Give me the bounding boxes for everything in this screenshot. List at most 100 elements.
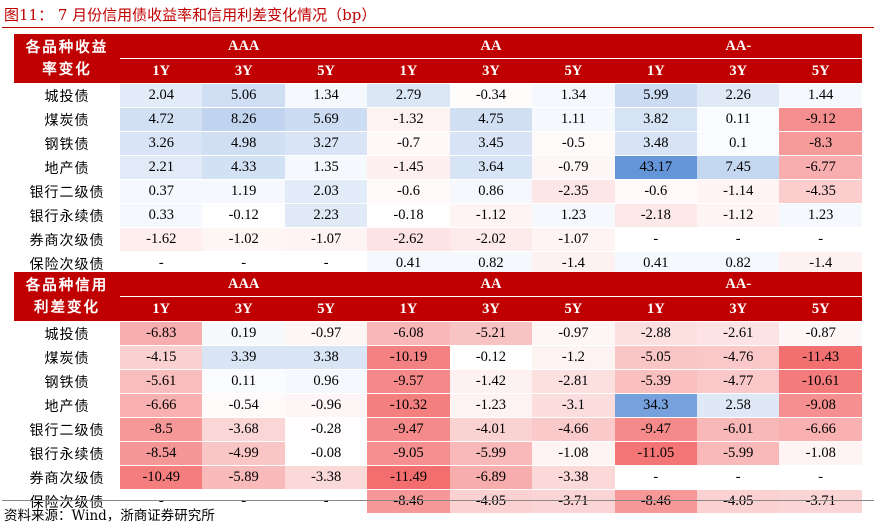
value-cell: 1.23 [532,203,615,228]
value-cell: 0.1 [697,131,780,156]
value-cell: -2.88 [614,321,698,346]
value-cell: 1.23 [779,203,862,228]
header-row-tenors: 1Y 3Y 5Y 1Y 3Y 5Y 1Y 3Y 5Y [14,58,862,84]
table-row: 银行二级债 0.37 1.19 2.03 -0.6 0.86 -2.35 -0.6 -1.14-… [14,179,862,204]
rating-header: AA- [614,34,862,59]
row-label: 城投债 [14,321,121,346]
value-cell: -9.57 [367,369,450,394]
tenor-header: 3Y [449,296,533,322]
value-cell: -4.66 [532,417,615,442]
tenor-header: 3Y [202,296,285,322]
value-cell: -5.61 [120,369,203,394]
value-cell: -10.49 [120,465,203,490]
value-cell: 8.26 [202,107,285,132]
value-cell: -5.21 [449,321,533,346]
value-cell: -4.35 [779,179,862,204]
value-cell: -3.1 [532,393,615,418]
table-row: 地产债 -6.66 -0.54 -0.96 -10.32 -1.23 -3.1 34.3 2.5… [14,393,862,418]
row-label: 煤炭债 [14,107,121,132]
value-cell: -1.08 [532,441,615,466]
source-divider [2,500,874,501]
value-cell: 5.06 [202,83,285,108]
value-cell: -6.83 [120,321,203,346]
table-row: 城投债 -6.83 0.19 -0.97 -6.08 -5.21 -0.97 -2.88 -2.… [14,321,862,346]
value-cell: -8.46 [367,489,450,514]
value-cell: -0.12 [202,203,285,228]
header-row-tenors: 1Y 3Y 5Y 1Y 3Y 5Y 1Y 3Y 5Y [14,296,862,322]
value-cell: -3.68 [202,417,285,442]
value-cell: 4.33 [202,155,285,180]
value-cell: - [284,489,368,514]
table-row: 保险次级债 - - -0.41 0.82 -1.4 0.41 0.82 -1.4 [14,251,862,276]
value-cell: -5.89 [202,465,285,490]
table-row: 银行二级债 -8.5 -3.68 -0.28 -9.47 -4.01 -4.66 -9.47-… [14,417,862,442]
row-label: 钢铁债 [14,131,121,156]
tenor-header: 5Y [532,58,615,84]
value-cell: 4.75 [449,107,533,132]
value-cell: 4.98 [202,131,285,156]
value-cell: -4.99 [202,441,285,466]
value-cell: -6.08 [367,321,450,346]
value-cell: -0.97 [284,321,368,346]
tenor-header: 3Y [697,296,780,322]
value-cell: -1.07 [532,227,615,252]
value-cell: 3.38 [284,345,368,370]
figure-title: 图11： 7 月份信用债收益率和信用利差变化情况（bp） [4,6,377,24]
value-cell: - [614,465,698,490]
value-cell: - [779,465,862,490]
value-cell: 5.99 [614,83,698,108]
value-cell: - [202,251,285,276]
value-cell: -2.62 [367,227,450,252]
tenor-header: 5Y [779,296,862,322]
value-cell: -11.05 [614,441,698,466]
row-label: 券商次级债 [14,465,121,490]
value-cell: -9.47 [367,417,450,442]
tenor-header: 5Y [284,296,368,322]
value-cell: -0.87 [779,321,862,346]
value-cell: -1.2 [532,345,615,370]
value-cell: 0.41 [367,251,450,276]
header-row-ratings: 各品种信用 利差变化 AAA AA AA- [14,272,862,322]
row-label: 煤炭债 [14,345,121,370]
value-cell: -6.66 [779,417,862,442]
value-cell: -1.62 [120,227,203,252]
value-cell: - [614,227,698,252]
value-cell: -10.61 [779,369,862,394]
spread-change-table: 各品种信用 利差变化 AAA AA AA- 1Y 3Y 5Y 1Y 3Y 5Y 1Y 3Y 5Y 城投债 -6… [14,272,862,514]
value-cell: -2.18 [614,203,698,228]
value-cell: -8.5 [120,417,203,442]
value-cell: 2.04 [120,83,203,108]
value-cell: 1.35 [284,155,368,180]
tenor-header: 5Y [532,296,615,322]
value-cell: -1.07 [284,227,368,252]
value-cell: -6.01 [697,417,780,442]
value-cell: -0.28 [284,417,368,442]
rating-header: AA [367,34,615,59]
value-cell: 0.82 [449,251,533,276]
value-cell: -1.12 [449,203,533,228]
value-cell: -2.81 [532,369,615,394]
table-row: 地产债 2.21 4.33 1.35 -1.45 3.64 -0.79 43.17 7.45 -6… [14,155,862,180]
value-cell: 2.23 [284,203,368,228]
value-cell: 3.39 [202,345,285,370]
value-cell: 1.34 [532,83,615,108]
value-cell: 5.69 [284,107,368,132]
value-cell: 1.11 [532,107,615,132]
source-note: 资料来源：Wind，浙商证券研究所 [4,508,215,524]
value-cell: 0.11 [697,107,780,132]
value-cell: - [697,465,780,490]
value-cell: - [697,227,780,252]
table-row: 保险次级债 - - - -8.46 -4.05 -3.71 -8.46 -4.05 -3.71 [14,489,862,514]
row-label: 银行二级债 [14,417,121,442]
value-cell: -4.05 [449,489,533,514]
tenor-header: 5Y [779,58,862,84]
tenor-header: 1Y [367,296,450,322]
value-cell: 2.26 [697,83,780,108]
table-header-name-line2: 率变化 [42,61,92,78]
value-cell: -5.99 [697,441,780,466]
value-cell: -1.02 [202,227,285,252]
value-cell: -11.43 [779,345,862,370]
value-cell: -1.45 [367,155,450,180]
value-cell: -6.77 [779,155,862,180]
value-cell: -4.05 [697,489,780,514]
